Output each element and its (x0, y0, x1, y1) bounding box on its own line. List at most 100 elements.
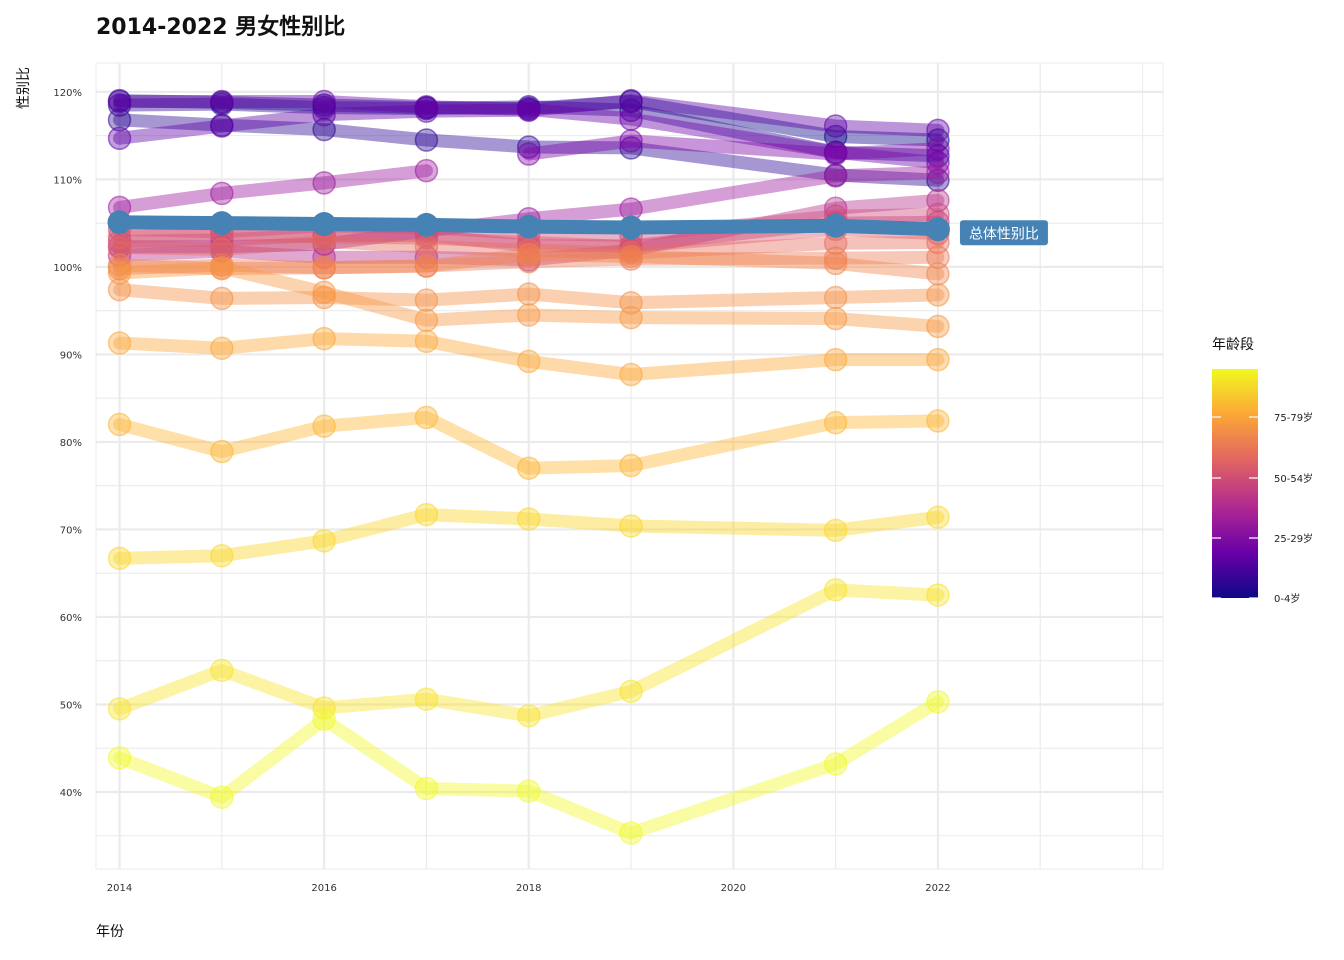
series-point (414, 95, 439, 119)
y-tick-label: 70% (60, 525, 82, 536)
series-point (312, 89, 336, 114)
series-line (113, 332, 945, 382)
series-line (113, 113, 945, 187)
series-point (823, 164, 848, 188)
y-tick-label: 90% (60, 350, 82, 361)
series-point (926, 583, 950, 607)
overall-point (209, 211, 234, 236)
y-axis-title: 性别比 (16, 67, 32, 109)
series-point (823, 410, 848, 435)
series-point (516, 249, 541, 274)
series-point (210, 658, 234, 683)
age-series (107, 242, 950, 286)
legend-title: 年龄段 (1212, 337, 1254, 353)
series-point (619, 362, 643, 387)
x-tick-label: 2016 (311, 883, 336, 894)
age-series (107, 108, 950, 193)
age-series (107, 88, 950, 151)
series-point (210, 785, 234, 809)
y-tick-label: 120% (53, 88, 82, 99)
series-point (107, 261, 132, 285)
overall-point (107, 210, 132, 235)
series-point (619, 98, 643, 123)
series-point (210, 256, 234, 280)
series-point (926, 160, 950, 185)
series-point (107, 253, 132, 277)
series-point (414, 288, 439, 312)
y-tick-label: 110% (53, 175, 82, 186)
legend-label: 0-4岁 (1274, 592, 1300, 605)
series-line (113, 695, 945, 840)
overall-point (619, 215, 644, 240)
series-line (113, 193, 945, 267)
series-point (516, 142, 541, 166)
overall-point (414, 212, 439, 237)
series-point (516, 282, 541, 306)
series-point (516, 97, 541, 122)
series-point (619, 88, 643, 113)
x-axis-title: 年份 (96, 924, 124, 940)
series-point (619, 453, 643, 478)
series-point (926, 144, 950, 168)
series-point (823, 752, 848, 776)
series-point (210, 286, 234, 311)
overall-point (312, 212, 337, 237)
series-point (107, 235, 132, 260)
overall-point (516, 214, 541, 239)
series-point (926, 314, 950, 339)
series-point (516, 507, 541, 531)
series-line (113, 508, 945, 565)
series-line (113, 410, 945, 475)
series-point (823, 251, 848, 276)
y-tick-label: 50% (60, 700, 82, 711)
series-point (210, 181, 234, 206)
series-point (107, 243, 132, 268)
series-point (926, 151, 950, 175)
series-line (113, 283, 945, 310)
series-point (414, 502, 439, 527)
series-point (619, 129, 643, 153)
series-point (516, 779, 541, 803)
series-point (823, 246, 848, 270)
legend-color-bar (1212, 369, 1258, 598)
series-point (516, 349, 541, 374)
series-point (312, 280, 336, 305)
series-point (926, 262, 950, 286)
series-line (113, 97, 945, 163)
series-point (107, 108, 132, 132)
series-line (113, 94, 945, 145)
age-series (516, 129, 950, 166)
y-tick-label: 60% (60, 613, 82, 624)
age-series (107, 405, 950, 480)
series-point (414, 254, 439, 278)
series-point (823, 518, 848, 543)
series-point (210, 114, 234, 138)
series-point (926, 137, 950, 161)
series-point (414, 308, 439, 333)
age-series (107, 158, 439, 220)
series-line (113, 250, 945, 276)
overall-label-box (959, 220, 1048, 246)
y-tick-label: 100% (53, 263, 82, 274)
series-line (113, 94, 945, 147)
series-point (107, 546, 132, 571)
series-point (107, 277, 132, 302)
series-point (414, 158, 439, 183)
series-point (107, 89, 132, 114)
series-point (926, 409, 950, 433)
series-point (312, 414, 336, 438)
series-point (619, 821, 643, 845)
legend: 年龄段 75-79岁 50-54岁 25-29岁 0-4岁 (1212, 337, 1313, 605)
series-point (926, 347, 950, 372)
series-point (312, 326, 336, 351)
series-point (414, 405, 439, 430)
series-point (312, 256, 336, 280)
y-tick-label: 80% (60, 438, 82, 449)
legend-label: 25-29岁 (1274, 532, 1313, 545)
series-point (823, 114, 848, 138)
series-point (516, 704, 541, 728)
overall-series: 总体性别比 (107, 210, 1048, 246)
tick-layer: 40% 50% 60% 70% 80% 90% 100% 110% 120% 2014 2016 20… (53, 88, 950, 894)
series-point (210, 543, 234, 568)
